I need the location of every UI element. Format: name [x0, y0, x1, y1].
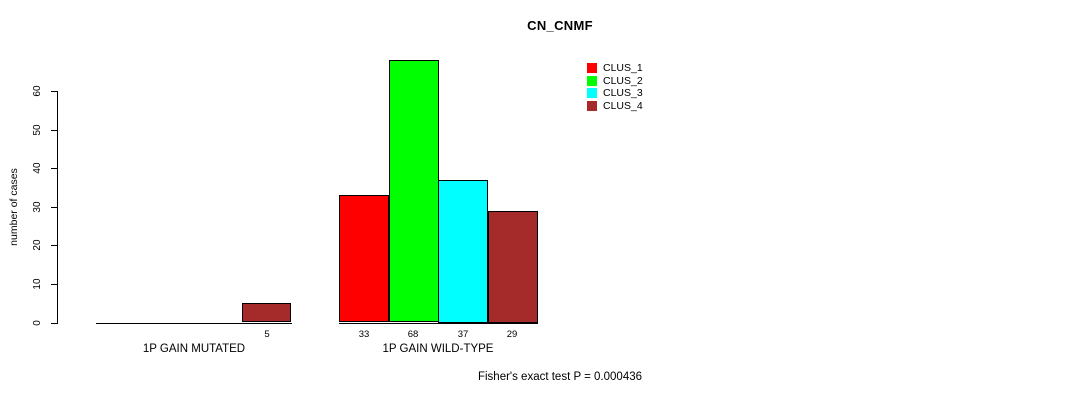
bar-clus_2 [389, 60, 439, 322]
y-tick-label: 50 [32, 124, 43, 136]
legend-swatch [587, 100, 597, 111]
y-tick-label: 20 [32, 239, 43, 251]
y-tick-mark [51, 244, 58, 246]
legend-item: CLUS_1 [587, 63, 643, 73]
legend-item: CLUS_3 [587, 88, 643, 98]
group-baseline [339, 323, 538, 324]
bar-clus_4 [488, 211, 538, 323]
y-tick-label: 0 [32, 320, 43, 326]
legend-swatch [587, 75, 597, 86]
legend: CLUS_1 CLUS_2 CLUS_3 CLUS_4 [587, 63, 643, 113]
y-tick-label: 60 [32, 85, 43, 97]
stat-test-label: Fisher's exact test P = 0.000436 [477, 371, 643, 383]
bar-value-label: 33 [358, 329, 370, 340]
x-category-label: 1P GAIN MUTATED [142, 343, 246, 355]
y-tick-mark [51, 167, 58, 169]
legend-label: CLUS_2 [603, 74, 643, 87]
legend-swatch [587, 88, 597, 98]
legend-label: CLUS_4 [603, 99, 643, 112]
x-category-label: 1P GAIN WILD-TYPE [382, 343, 494, 355]
y-tick-mark [51, 206, 58, 208]
bar-value-label: 37 [457, 329, 469, 340]
y-tick-mark [51, 322, 58, 324]
bar-clus_3 [438, 180, 488, 323]
y-tick-mark [51, 283, 58, 285]
bar-value-label: 68 [407, 329, 419, 340]
bar-clus_4 [242, 303, 291, 322]
y-tick-label: 40 [32, 162, 43, 174]
legend-swatch [587, 63, 597, 73]
legend-item: CLUS_2 [587, 74, 643, 87]
group-baseline [96, 323, 292, 324]
y-tick-mark [51, 90, 58, 92]
legend-label: CLUS_3 [603, 87, 643, 99]
legend-item: CLUS_4 [587, 99, 643, 112]
bar-value-label: 29 [506, 329, 518, 340]
chart-title: CN_CNMF [527, 18, 593, 33]
bar-clus_1 [339, 195, 389, 322]
legend-label: CLUS_1 [603, 62, 643, 74]
y-tick-label: 10 [32, 278, 43, 290]
bar-value-label: 5 [264, 329, 270, 340]
y-tick-mark [51, 129, 58, 131]
y-tick-label: 30 [32, 201, 43, 213]
y-axis-label: number of cases [8, 168, 20, 246]
